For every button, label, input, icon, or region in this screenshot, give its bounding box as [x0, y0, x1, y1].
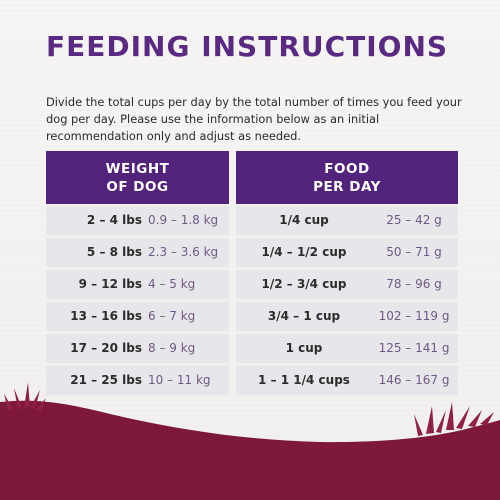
weight-kg: 2.3 – 3.6 kg [148, 245, 219, 259]
grass-ground-illustration [0, 382, 500, 500]
weight-lbs: 13 – 16 lbs [70, 309, 142, 323]
food-grams: 50 – 71 g [386, 245, 442, 259]
food-grams: 78 – 96 g [386, 277, 442, 291]
weight-header: WEIGHT OF DOG [46, 151, 229, 204]
weight-lbs: 5 – 8 lbs [86, 245, 142, 259]
weight-kg: 6 – 7 kg [148, 309, 196, 323]
food-cups: 1/2 – 3/4 cup [261, 277, 347, 291]
weight-kg: 4 – 5 kg [148, 277, 196, 291]
column-divider [229, 270, 236, 299]
food-header-line2: PER DAY [313, 178, 381, 195]
column-divider [229, 334, 236, 363]
weight-lbs: 21 – 25 lbs [70, 373, 142, 387]
food-grams: 25 – 42 g [386, 213, 442, 227]
feeding-table: 2 – 4 lbs 0.9 – 1.8 kg 1/4 cup 25 – 42 g… [46, 206, 458, 398]
food-grams: 146 – 167 g [378, 373, 450, 387]
weight-header-line1: WEIGHT [105, 160, 170, 177]
food-cups: 1/4 cup [279, 213, 329, 227]
grass-tuft-left [4, 382, 46, 411]
food-cups: 1 cup [285, 341, 323, 355]
column-divider [229, 238, 236, 267]
food-cups: 3/4 – 1 cup [267, 309, 341, 323]
weight-header-line2: OF DOG [106, 178, 169, 195]
weight-lbs: 9 – 12 lbs [78, 277, 142, 291]
grass-tuft-right [414, 402, 494, 436]
column-divider [229, 366, 236, 395]
food-grams: 102 – 119 g [378, 309, 450, 323]
weight-lbs: 17 – 20 lbs [70, 341, 142, 355]
column-divider [229, 206, 236, 235]
food-cups: 1/4 – 1/2 cup [261, 245, 347, 259]
table-row: 9 – 12 lbs 4 – 5 kg 1/2 – 3/4 cup 78 – 9… [46, 270, 458, 299]
page-title: FEEDING INSTRUCTIONS [46, 30, 449, 63]
weight-lbs: 2 – 4 lbs [86, 213, 142, 227]
column-divider [229, 302, 236, 331]
ground-hill [0, 400, 500, 500]
food-cups: 1 – 1 1/4 cups [258, 373, 350, 387]
table-row: 21 – 25 lbs 10 – 11 kg 1 – 1 1/4 cups 14… [46, 366, 458, 395]
table-row: 5 – 8 lbs 2.3 – 3.6 kg 1/4 – 1/2 cup 50 … [46, 238, 458, 267]
weight-kg: 0.9 – 1.8 kg [148, 213, 219, 227]
weight-kg: 10 – 11 kg [148, 373, 211, 387]
food-header-line1: FOOD [324, 160, 370, 177]
food-grams: 125 – 141 g [378, 341, 450, 355]
table-row: 13 – 16 lbs 6 – 7 kg 3/4 – 1 cup 102 – 1… [46, 302, 458, 331]
table-row: 17 – 20 lbs 8 – 9 kg 1 cup 125 – 141 g [46, 334, 458, 363]
weight-kg: 8 – 9 kg [148, 341, 196, 355]
table-row: 2 – 4 lbs 0.9 – 1.8 kg 1/4 cup 25 – 42 g [46, 206, 458, 235]
food-header: FOOD PER DAY [236, 151, 458, 204]
intro-paragraph: Divide the total cups per day by the tot… [46, 95, 462, 143]
